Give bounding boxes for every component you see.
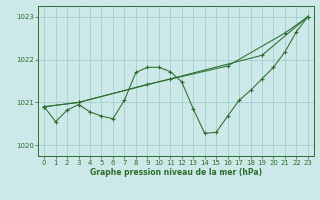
- X-axis label: Graphe pression niveau de la mer (hPa): Graphe pression niveau de la mer (hPa): [90, 168, 262, 177]
